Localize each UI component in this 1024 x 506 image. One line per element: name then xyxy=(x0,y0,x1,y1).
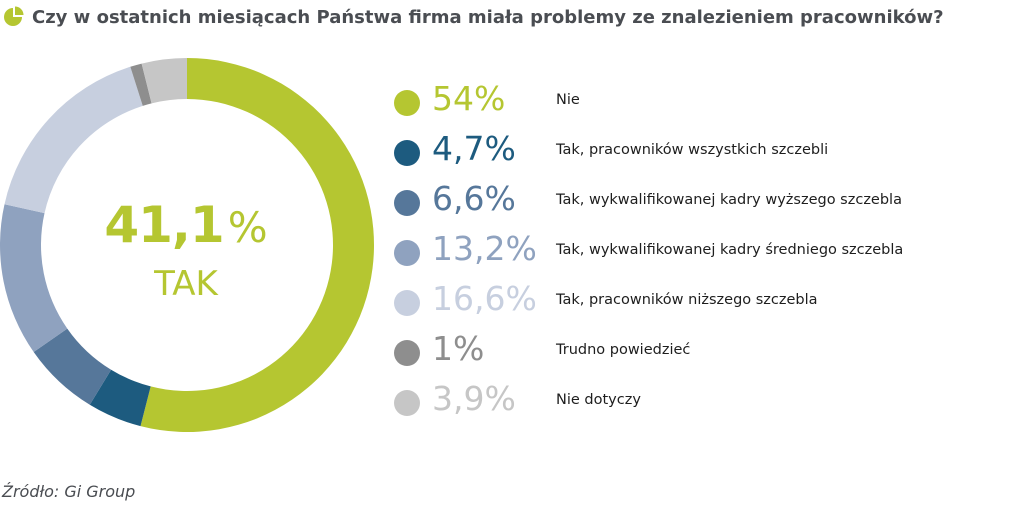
legend-swatch xyxy=(394,290,420,316)
legend-label: Tak, pracowników wszystkich szczebli xyxy=(556,142,829,158)
donut-slice-0 xyxy=(140,58,374,432)
center-total: 41,1% xyxy=(0,196,372,254)
legend-label: Tak, pracowników niższego szczebla xyxy=(556,292,818,308)
legend-swatch xyxy=(394,240,420,266)
legend-item: 3,9% Nie dotyczy xyxy=(394,377,954,427)
legend-item: 6,6% Tak, wykwalifikowanej kadry wyższego… xyxy=(394,177,954,227)
legend-swatch xyxy=(394,90,420,116)
donut-slice-3 xyxy=(0,204,68,353)
legend-value: 1% xyxy=(432,329,485,368)
title-row: Czy w ostatnich miesiącach Państwa firma… xyxy=(2,2,944,32)
legend-swatch xyxy=(394,190,420,216)
donut-slice-5 xyxy=(130,63,152,106)
donut-slice-1 xyxy=(89,369,151,427)
legend-label: Nie dotyczy xyxy=(556,392,641,408)
legend-value: 13,2% xyxy=(432,229,537,268)
pie-chart-icon xyxy=(4,6,24,26)
legend-item: 13,2% Tak, wykwalifikowanej kadry średnie… xyxy=(394,227,954,277)
legend-item: 1% Trudno powiedzieć xyxy=(394,327,954,377)
donut-slice-6 xyxy=(141,58,187,104)
legend-item: 4,7% Tak, pracowników wszystkich szczebli xyxy=(394,127,954,177)
legend-item: 16,6% Tak, pracowników niższego szczebla xyxy=(394,277,954,327)
legend-swatch xyxy=(394,140,420,166)
legend-label: Tak, wykwalifikowanej kadry średniego sz… xyxy=(556,242,904,258)
legend-label: Tak, wykwalifikowanej kadry wyższego szc… xyxy=(556,192,902,208)
legend-value: 4,7% xyxy=(432,129,516,168)
legend-swatch xyxy=(394,340,420,366)
legend-value: 3,9% xyxy=(432,379,516,418)
legend-value: 54% xyxy=(432,79,506,118)
legend-item: 54% Nie xyxy=(394,77,954,127)
donut-chart xyxy=(0,58,374,432)
legend-value: 16,6% xyxy=(432,279,537,318)
legend-value: 6,6% xyxy=(432,179,516,218)
donut-slice-4 xyxy=(4,66,143,214)
legend-label: Nie xyxy=(556,92,580,108)
legend-label: Trudno powiedzieć xyxy=(556,342,691,358)
chart-title: Czy w ostatnich miesiącach Państwa firma… xyxy=(32,6,944,28)
source-note: Źródło: Gi Group xyxy=(2,482,136,501)
donut-slice-2 xyxy=(33,328,112,405)
center-unit: % xyxy=(227,203,268,252)
legend: 54% Nie 4,7% Tak, pracowników wszystkich sz… xyxy=(394,77,954,427)
center-value: 41,1 xyxy=(104,196,224,254)
center-label: TAK xyxy=(154,264,218,304)
legend-swatch xyxy=(394,390,420,416)
